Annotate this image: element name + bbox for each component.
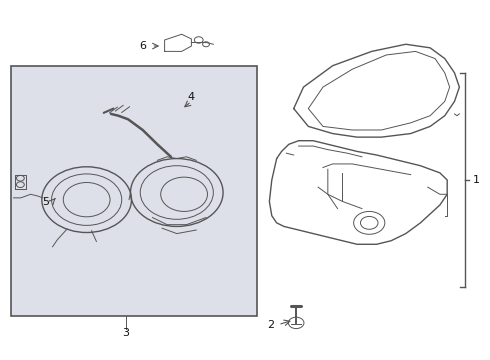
Text: 5: 5 — [42, 197, 49, 207]
Text: 2: 2 — [267, 320, 274, 330]
Text: 3: 3 — [122, 328, 129, 338]
Text: 6: 6 — [140, 41, 147, 51]
Text: 1: 1 — [473, 175, 480, 185]
Text: 4: 4 — [188, 92, 195, 102]
Bar — [11, 66, 257, 316]
